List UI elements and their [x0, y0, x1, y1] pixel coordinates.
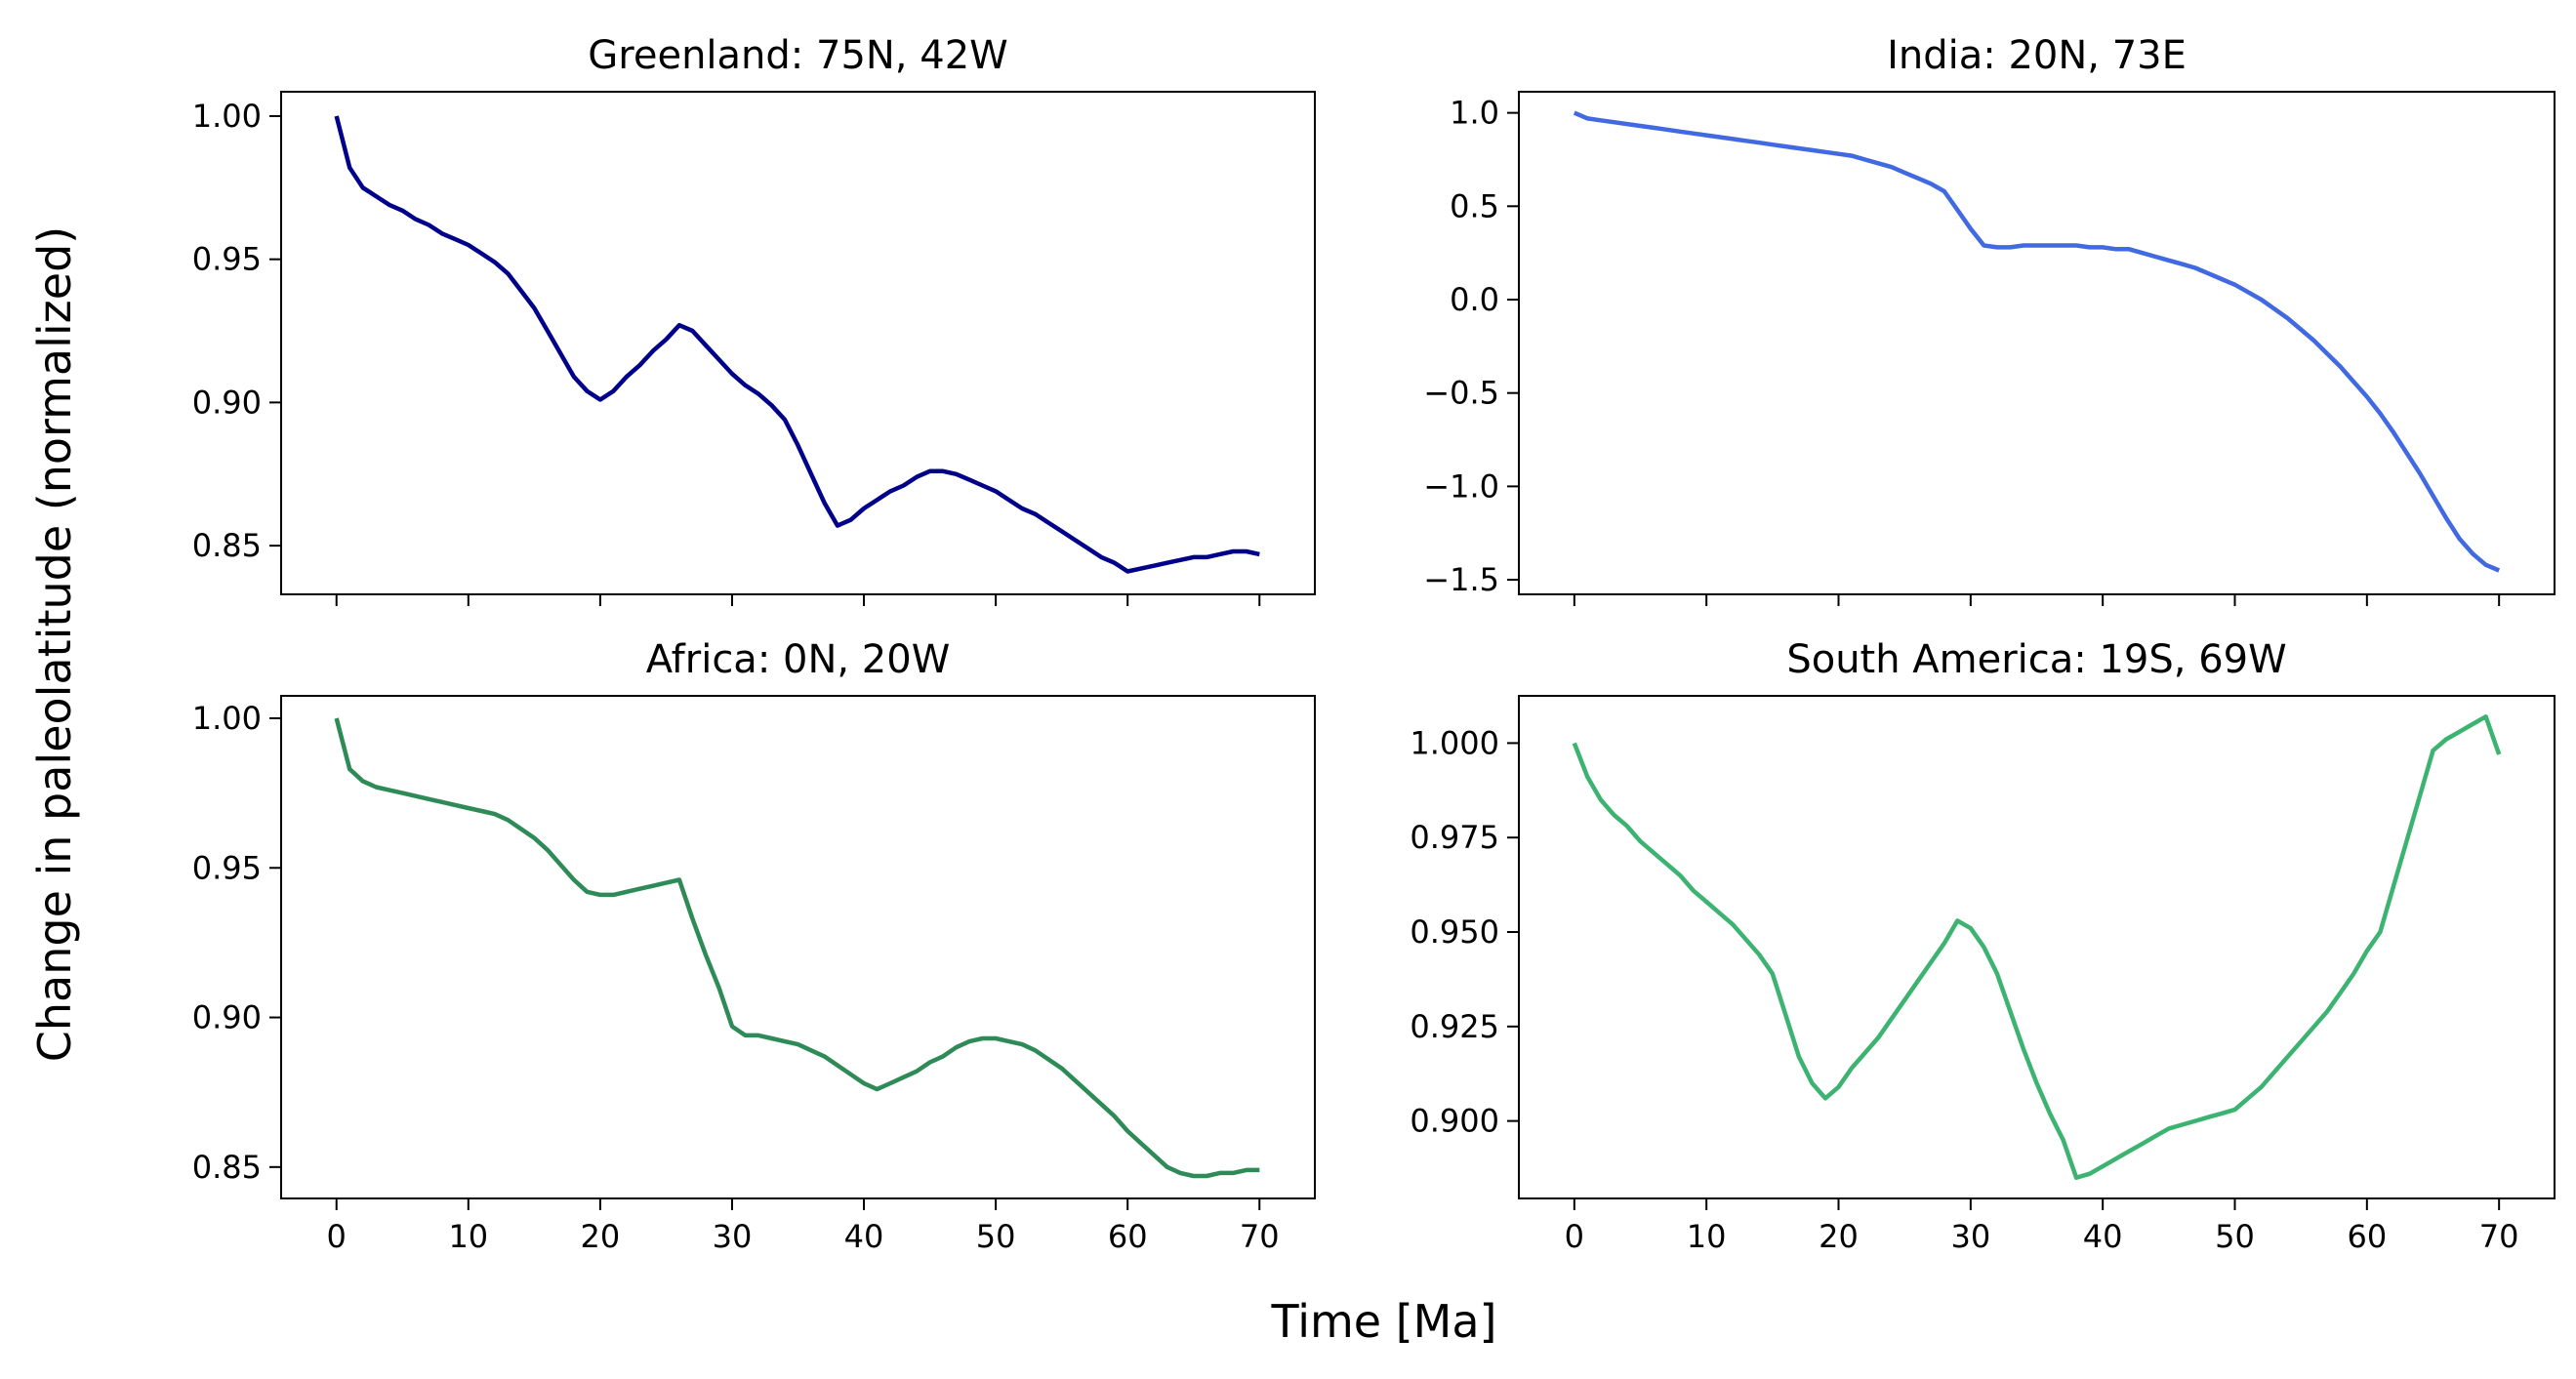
- y-tick-label: 0.900: [1410, 1103, 1499, 1140]
- x-tick-label: 60: [2347, 1218, 2387, 1255]
- chart-title: India: 20N, 73E: [1887, 33, 2187, 78]
- y-tick-label: 0.85: [192, 1149, 262, 1186]
- x-tick-label: 20: [1819, 1218, 1859, 1255]
- series-line: [334, 115, 1260, 574]
- y-tick-label: 0.0: [1450, 281, 1499, 318]
- y-tick-label: −0.5: [1423, 375, 1499, 412]
- chart-panel-3: South America: 19S, 69W 0.900 0.925 0.950 0.…: [1410, 637, 2556, 1255]
- axes-frame: [1518, 91, 2556, 595]
- axes-frame: [280, 91, 1316, 595]
- axes-frame: [1518, 695, 2556, 1199]
- x-tick-label: 0: [327, 1218, 347, 1255]
- chart-panel-0: Greenland: 75N, 42W 0.85 0.90 0.95 1.00: [192, 33, 1316, 606]
- x-tick-label: 10: [1687, 1218, 1727, 1255]
- chart-title: Africa: 0N, 20W: [646, 637, 951, 682]
- y-tick-label: 0.950: [1410, 913, 1499, 951]
- y-tick-label: −1.5: [1423, 561, 1499, 598]
- x-tick-label: 50: [976, 1218, 1016, 1255]
- y-tick-label: 0.925: [1410, 1008, 1499, 1045]
- series-line: [1572, 714, 2502, 1180]
- y-tick-label: 0.95: [192, 849, 262, 886]
- y-tick-label: 0.90: [192, 999, 262, 1036]
- x-tick-label: 30: [713, 1218, 753, 1255]
- x-tick-label: 40: [2083, 1218, 2123, 1255]
- chart-title: Greenland: 75N, 42W: [588, 33, 1007, 78]
- x-tick-label: 50: [2215, 1218, 2255, 1255]
- x-tick-label: 0: [1565, 1218, 1584, 1255]
- y-tick-label: 1.00: [192, 700, 262, 737]
- x-tick-label: 30: [1950, 1218, 1990, 1255]
- series-line: [1573, 110, 2501, 573]
- x-tick-label: 60: [1108, 1218, 1148, 1255]
- chart-panel-1: India: 20N, 73E −1.5 −1.0 −0.5 0.0 0.5 1.0: [1423, 33, 2556, 606]
- series-line: [334, 717, 1260, 1179]
- y-tick-label: 0.85: [192, 527, 262, 564]
- figure-xlabel: Time [Ma]: [1271, 1295, 1497, 1348]
- y-tick-label: 1.0: [1450, 95, 1499, 132]
- x-tick-label: 10: [448, 1218, 488, 1255]
- y-tick-label: 0.95: [192, 241, 262, 278]
- y-tick-label: 0.975: [1410, 819, 1499, 856]
- figure-ylabel: Change in paleolatitude (normalized): [28, 226, 81, 1063]
- x-tick-label: 20: [581, 1218, 621, 1255]
- chart-panel-2: Africa: 0N, 20W 0.85 0.90 0.95 1.00 0 10 20 30 40…: [192, 637, 1316, 1255]
- y-tick-label: 0.5: [1450, 187, 1499, 224]
- y-tick-label: 0.90: [192, 384, 262, 421]
- chart-title: South America: 19S, 69W: [1786, 637, 2286, 682]
- y-tick-label: −1.0: [1423, 467, 1499, 505]
- y-tick-label: 1.000: [1410, 724, 1499, 761]
- x-tick-label: 70: [2479, 1218, 2519, 1255]
- x-tick-label: 70: [1240, 1218, 1280, 1255]
- y-tick-label: 1.00: [192, 98, 262, 135]
- x-tick-label: 40: [844, 1218, 884, 1255]
- axes-frame: [280, 695, 1316, 1199]
